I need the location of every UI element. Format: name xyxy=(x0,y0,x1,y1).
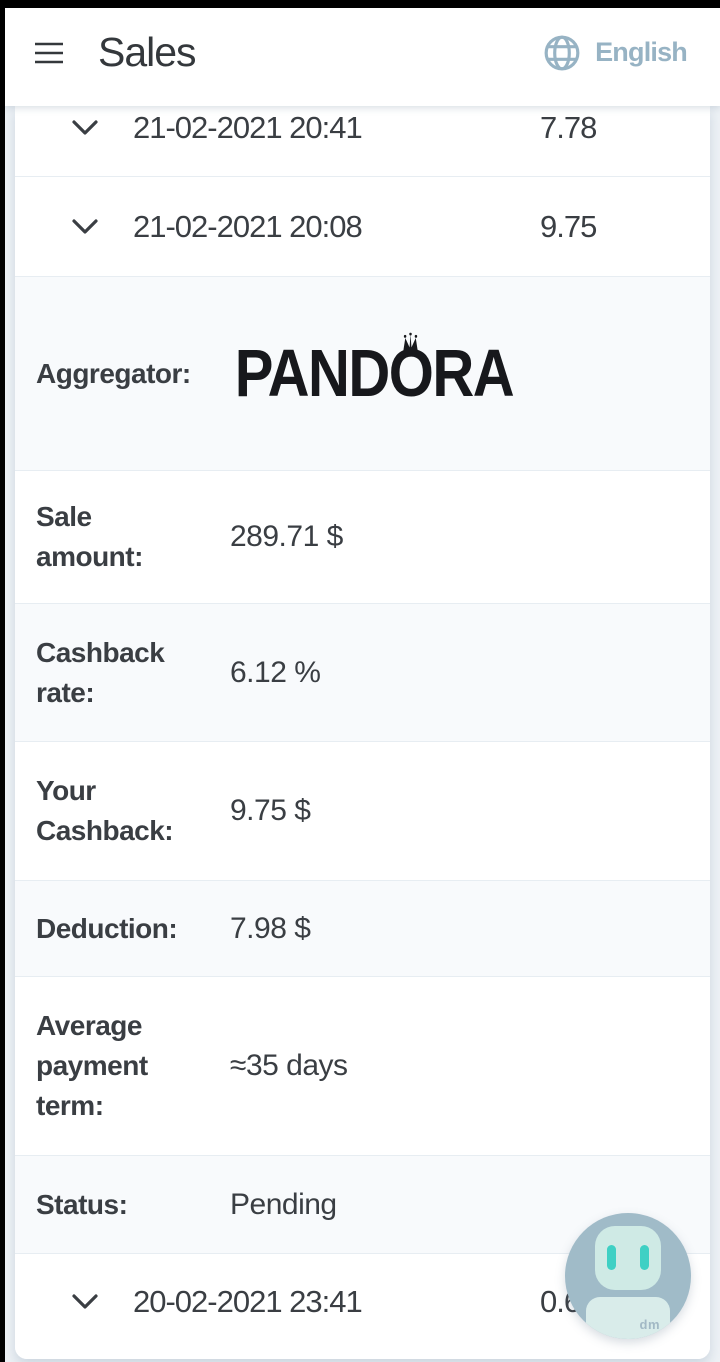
sale-row[interactable]: 21-02-2021 20:08 9.75 xyxy=(15,177,710,277)
detail-value: 6.12 % xyxy=(230,655,321,689)
menu-icon[interactable] xyxy=(34,42,64,64)
robot-body: dm xyxy=(586,1297,670,1339)
detail-row-your-cashback: Your Cashback: 9.75 $ xyxy=(15,742,710,881)
chevron-down-icon[interactable] xyxy=(72,218,98,235)
status-value: Pending xyxy=(230,1187,337,1221)
globe-icon xyxy=(544,35,580,70)
detail-value: ≈35 days xyxy=(230,1049,348,1082)
robot-eye-icon xyxy=(607,1245,616,1270)
sale-cashback-value: 9.75 xyxy=(540,208,597,244)
detail-label: Deduction: xyxy=(36,912,178,944)
sales-table: 21-02-2021 20:41 7.78 21-02-2021 20:08 9… xyxy=(15,106,710,1359)
sale-row[interactable]: 21-02-2021 20:41 7.78 xyxy=(15,106,710,177)
detail-value: 9.75 $ xyxy=(230,794,311,827)
detail-label: Cashback rate: xyxy=(36,636,165,708)
chat-widget-button[interactable]: dm xyxy=(565,1213,691,1339)
hamburger-icon xyxy=(35,42,63,63)
language-selector[interactable]: English xyxy=(543,34,688,72)
crown-icon xyxy=(402,332,418,353)
detail-label: Sale amount: xyxy=(36,501,143,572)
detail-label: Status: xyxy=(36,1188,128,1220)
app-screen: Sales English 21-02-2021 20:41 7.78 xyxy=(5,8,720,1362)
app-header: Sales English xyxy=(5,8,720,106)
detail-label: Aggregator: xyxy=(36,357,191,389)
pandora-logo-text: PAND xyxy=(234,335,391,411)
detail-row-cashback-rate: Cashback rate: 6.12 % xyxy=(15,604,710,742)
dm-logo: dm xyxy=(639,1317,660,1332)
detail-row-aggregator: Aggregator: PANDO RA xyxy=(15,277,710,471)
pandora-logo-text: RA xyxy=(432,335,514,411)
detail-value: 289.71 $ xyxy=(230,520,343,553)
detail-row-deduction: Deduction: 7.98 $ xyxy=(15,881,710,977)
detail-row-average-payment-term: Average payment term: ≈35 days xyxy=(15,977,710,1156)
sale-date: 21-02-2021 20:41 xyxy=(133,110,363,145)
chevron-down-icon[interactable] xyxy=(72,1293,98,1310)
detail-row-sale-amount: Sale amount: 289.71 $ xyxy=(15,471,710,604)
pandora-logo: PANDO RA xyxy=(235,332,515,406)
robot-head-icon xyxy=(595,1226,661,1290)
sale-cashback-value: 7.78 xyxy=(540,110,597,145)
robot-eye-icon xyxy=(640,1245,649,1270)
language-label: English xyxy=(595,37,688,67)
chevron-down-icon[interactable] xyxy=(72,120,98,136)
detail-label: Average payment term: xyxy=(36,1010,148,1121)
detail-value: 7.98 $ xyxy=(230,911,311,945)
sale-date: 20-02-2021 23:41 xyxy=(133,1283,363,1319)
page-title: Sales xyxy=(98,29,197,75)
sale-date: 21-02-2021 20:08 xyxy=(133,208,363,244)
detail-label: Your Cashback: xyxy=(36,775,174,846)
